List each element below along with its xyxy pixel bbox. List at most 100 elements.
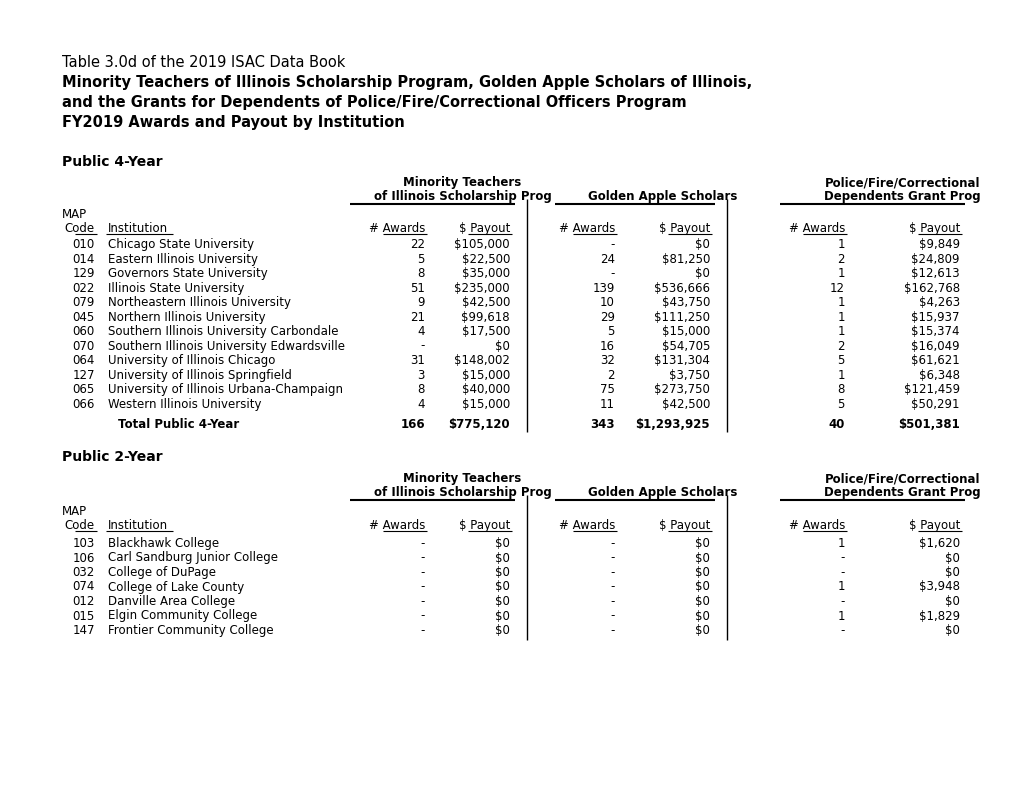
- Text: Minority Teachers: Minority Teachers: [403, 176, 521, 189]
- Text: $273,750: $273,750: [653, 383, 709, 396]
- Text: Frontier Community College: Frontier Community College: [108, 624, 273, 637]
- Text: $0: $0: [494, 595, 510, 608]
- Text: $0: $0: [945, 552, 959, 564]
- Text: -: -: [840, 595, 844, 608]
- Text: 31: 31: [410, 354, 425, 367]
- Text: Code: Code: [65, 519, 95, 532]
- Text: # Awards: # Awards: [368, 519, 425, 532]
- Text: Northern Illinois University: Northern Illinois University: [108, 310, 265, 324]
- Text: Northeastern Illinois University: Northeastern Illinois University: [108, 296, 290, 309]
- Text: 1: 1: [837, 581, 844, 593]
- Text: $0: $0: [694, 595, 709, 608]
- Text: -: -: [610, 267, 614, 280]
- Text: of Illinois Scholarship Prog: of Illinois Scholarship Prog: [373, 486, 551, 499]
- Text: $ Payout: $ Payout: [658, 519, 709, 532]
- Text: 5: 5: [607, 325, 614, 338]
- Text: 2: 2: [837, 340, 844, 352]
- Text: -: -: [610, 552, 614, 564]
- Text: 014: 014: [72, 252, 95, 266]
- Text: Public 2-Year: Public 2-Year: [62, 450, 162, 464]
- Text: $162,768: $162,768: [903, 281, 959, 295]
- Text: -: -: [610, 624, 614, 637]
- Text: $0: $0: [494, 340, 510, 352]
- Text: $ Payout: $ Payout: [459, 519, 510, 532]
- Text: -: -: [610, 609, 614, 623]
- Text: $0: $0: [694, 581, 709, 593]
- Text: $43,750: $43,750: [661, 296, 709, 309]
- Text: $0: $0: [494, 566, 510, 579]
- Text: # Awards: # Awards: [368, 222, 425, 235]
- Text: $0: $0: [694, 267, 709, 280]
- Text: 103: 103: [72, 537, 95, 550]
- Text: Police/Fire/Correctional: Police/Fire/Correctional: [824, 176, 979, 189]
- Text: $ Payout: $ Payout: [908, 222, 959, 235]
- Text: -: -: [840, 552, 844, 564]
- Text: $15,000: $15,000: [462, 397, 510, 411]
- Text: 16: 16: [599, 340, 614, 352]
- Text: 8: 8: [837, 383, 844, 396]
- Text: # Awards: # Awards: [788, 519, 844, 532]
- Text: 11: 11: [599, 397, 614, 411]
- Text: $ Payout: $ Payout: [459, 222, 510, 235]
- Text: Police/Fire/Correctional: Police/Fire/Correctional: [824, 472, 979, 485]
- Text: Table 3.0d of the 2019 ISAC Data Book: Table 3.0d of the 2019 ISAC Data Book: [62, 55, 345, 70]
- Text: Southern Illinois University Edwardsville: Southern Illinois University Edwardsvill…: [108, 340, 344, 352]
- Text: 1: 1: [837, 296, 844, 309]
- Text: $0: $0: [945, 595, 959, 608]
- Text: $111,250: $111,250: [653, 310, 709, 324]
- Text: 1: 1: [837, 537, 844, 550]
- Text: -: -: [610, 595, 614, 608]
- Text: -: -: [610, 537, 614, 550]
- Text: 045: 045: [72, 310, 95, 324]
- Text: -: -: [420, 340, 425, 352]
- Text: $99,618: $99,618: [461, 310, 510, 324]
- Text: Dependents Grant Prog: Dependents Grant Prog: [823, 190, 980, 203]
- Text: $ Payout: $ Payout: [908, 519, 959, 532]
- Text: 010: 010: [72, 238, 95, 251]
- Text: 29: 29: [599, 310, 614, 324]
- Text: $0: $0: [494, 552, 510, 564]
- Text: -: -: [420, 552, 425, 564]
- Text: $0: $0: [494, 537, 510, 550]
- Text: $3,750: $3,750: [668, 369, 709, 381]
- Text: Chicago State University: Chicago State University: [108, 238, 254, 251]
- Text: University of Illinois Chicago: University of Illinois Chicago: [108, 354, 275, 367]
- Text: 1: 1: [837, 369, 844, 381]
- Text: 022: 022: [72, 281, 95, 295]
- Text: 060: 060: [72, 325, 95, 338]
- Text: 032: 032: [72, 566, 95, 579]
- Text: Golden Apple Scholars: Golden Apple Scholars: [587, 486, 737, 499]
- Text: Southern Illinois University Carbondale: Southern Illinois University Carbondale: [108, 325, 338, 338]
- Text: $0: $0: [494, 609, 510, 623]
- Text: MAP: MAP: [62, 208, 87, 221]
- Text: 4: 4: [417, 325, 425, 338]
- Text: -: -: [420, 609, 425, 623]
- Text: $0: $0: [945, 566, 959, 579]
- Text: $15,374: $15,374: [911, 325, 959, 338]
- Text: 066: 066: [72, 397, 95, 411]
- Text: University of Illinois Urbana-Champaign: University of Illinois Urbana-Champaign: [108, 383, 342, 396]
- Text: $9,849: $9,849: [918, 238, 959, 251]
- Text: Governors State University: Governors State University: [108, 267, 268, 280]
- Text: $0: $0: [945, 624, 959, 637]
- Text: $16,049: $16,049: [911, 340, 959, 352]
- Text: $1,829: $1,829: [918, 609, 959, 623]
- Text: -: -: [840, 624, 844, 637]
- Text: $0: $0: [694, 238, 709, 251]
- Text: College of DuPage: College of DuPage: [108, 566, 216, 579]
- Text: Code: Code: [65, 222, 95, 235]
- Text: 070: 070: [72, 340, 95, 352]
- Text: 24: 24: [599, 252, 614, 266]
- Text: # Awards: # Awards: [558, 222, 614, 235]
- Text: $ Payout: $ Payout: [658, 222, 709, 235]
- Text: 1: 1: [837, 609, 844, 623]
- Text: -: -: [840, 566, 844, 579]
- Text: $15,937: $15,937: [911, 310, 959, 324]
- Text: 079: 079: [72, 296, 95, 309]
- Text: $24,809: $24,809: [911, 252, 959, 266]
- Text: 1: 1: [837, 310, 844, 324]
- Text: 5: 5: [837, 354, 844, 367]
- Text: $0: $0: [694, 609, 709, 623]
- Text: Dependents Grant Prog: Dependents Grant Prog: [823, 486, 980, 499]
- Text: 147: 147: [72, 624, 95, 637]
